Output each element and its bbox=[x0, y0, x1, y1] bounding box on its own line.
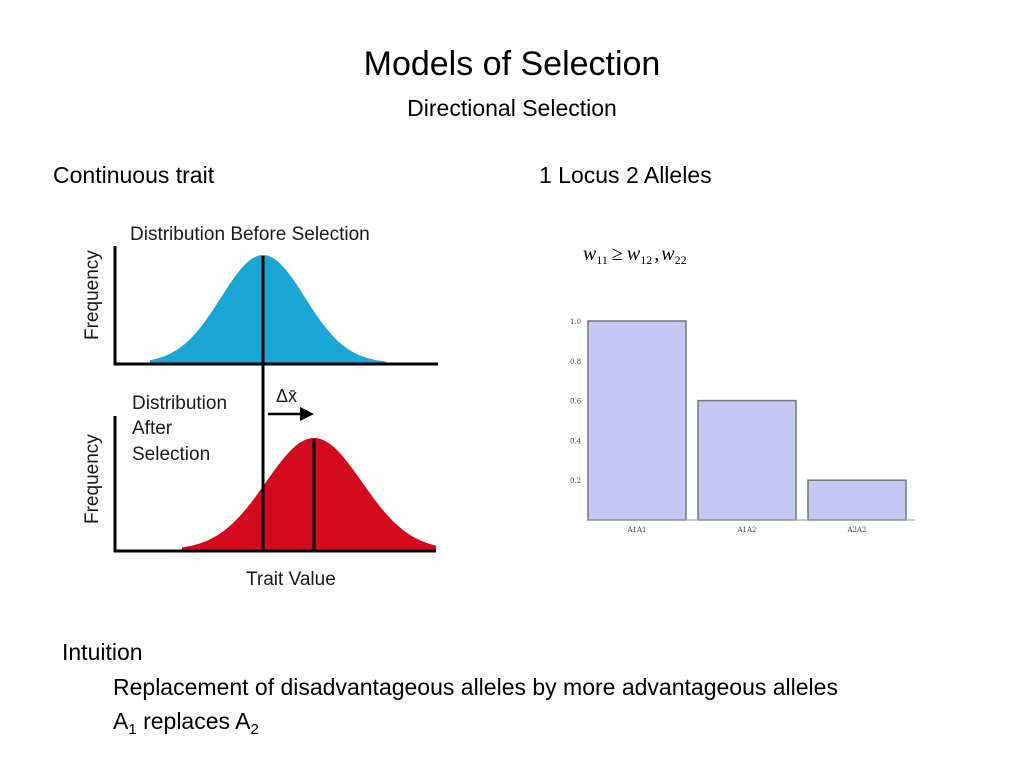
locus-alleles-heading: 1 Locus 2 Alleles bbox=[539, 162, 712, 188]
allele-a2-subscript: 2 bbox=[250, 721, 259, 738]
intuition-line-replacement: Replacement of disadvantageous alleles b… bbox=[113, 674, 838, 700]
before-selection-curve bbox=[150, 255, 386, 363]
before-selection-label: Distribution Before Selection bbox=[130, 224, 370, 245]
x-category-labels: A1A1 A1A2 A2A2 bbox=[626, 526, 866, 534]
frequency-axis-label-top: Frequency bbox=[82, 250, 103, 340]
genotype-fitness-chart: 1.0 0.8 0.6 0.4 0.2 A1A1 A1A2 A2A2 bbox=[570, 318, 915, 534]
mean-shift-label: Δx̄ bbox=[276, 386, 297, 406]
y-tick-labels: 1.0 0.8 0.6 0.4 0.2 bbox=[570, 318, 582, 485]
subscript-11: 11 bbox=[596, 253, 608, 267]
intuition-line-a1-replaces-a2: A1 replaces A2 bbox=[113, 706, 259, 745]
allele-a1-letter: A bbox=[113, 708, 129, 734]
greater-equal-symbol: ≥ bbox=[611, 243, 623, 265]
y-tick-label: 1.0 bbox=[570, 318, 581, 326]
trait-value-axis-label: Trait Value bbox=[246, 569, 336, 590]
w-symbol: w bbox=[661, 243, 675, 265]
fitness-bar-a1a1 bbox=[587, 320, 687, 521]
after-selection-label-line-3: Selection bbox=[132, 444, 210, 465]
fitness-inequality: w11 ≥ w12, w22 bbox=[583, 240, 687, 274]
y-tick-label: 0.6 bbox=[570, 398, 582, 406]
category-label-a2a2: A2A2 bbox=[846, 526, 866, 534]
y-tick-label: 0.2 bbox=[570, 477, 581, 485]
w-symbol: w bbox=[626, 243, 641, 265]
allele-a1-subscript: 1 bbox=[128, 721, 137, 738]
after-selection-label-line-2: After bbox=[132, 418, 173, 439]
slide-title: Models of Selection bbox=[363, 45, 661, 83]
after-selection-label-line-1: Distribution bbox=[132, 393, 227, 414]
replaces-text: replaces A bbox=[136, 708, 251, 734]
category-label-a1a1: A1A1 bbox=[626, 526, 646, 534]
fitness-bars bbox=[587, 320, 907, 521]
after-selection-curve bbox=[182, 438, 436, 550]
y-tick-label: 0.4 bbox=[570, 437, 582, 445]
y-tick-label: 0.8 bbox=[570, 358, 581, 366]
subscript-22: 22 bbox=[674, 253, 687, 267]
subscript-12: 12 bbox=[640, 253, 653, 267]
fitness-bar-a2a2 bbox=[807, 479, 907, 521]
frequency-axis-label-bottom: Frequency bbox=[82, 434, 103, 524]
continuous-trait-heading: Continuous trait bbox=[53, 162, 215, 188]
shift-arrow-head-icon bbox=[300, 407, 314, 421]
fitness-bar-a1a2 bbox=[697, 399, 797, 521]
selection-distribution-figure: Distribution Before Selection Frequency … bbox=[82, 224, 438, 590]
category-label-a1a2: A1A2 bbox=[736, 526, 756, 534]
comma-separator: , bbox=[654, 243, 660, 265]
w-symbol: w bbox=[583, 243, 597, 265]
slide-subtitle: Directional Selection bbox=[407, 95, 617, 121]
intuition-heading: Intuition bbox=[62, 639, 143, 665]
